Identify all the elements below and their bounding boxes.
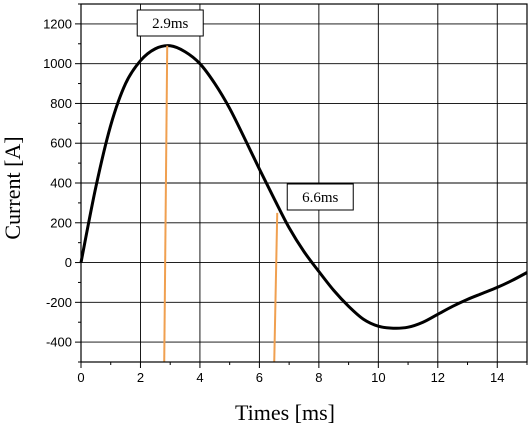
axis-ticks: 0 2 4 6 8 10 12 14 -400 -200 0 200 400 600 800 1000 1200 [43, 3, 528, 385]
marker-line [273, 212, 279, 363]
series-layer [79, 44, 528, 330]
x-tick-label: 10 [371, 370, 385, 385]
grid [81, 4, 527, 362]
marker-label: 2.9ms [152, 16, 188, 32]
y-tick-label: 0 [65, 255, 72, 270]
marker-label-box [136, 9, 204, 37]
marker-label-box [286, 183, 354, 211]
x-tick-label: 0 [77, 370, 84, 385]
marker-line [163, 45, 169, 363]
y-tick-label: -200 [46, 295, 72, 310]
x-axis-label: Times [ms] [235, 400, 335, 425]
y-tick-label: 1000 [43, 56, 72, 71]
annotations-layer: 2.9ms 6.6ms [136, 9, 354, 363]
y-axis-label: Current [A] [0, 136, 25, 239]
y-tick-label: -400 [46, 335, 72, 350]
x-tick-label: 14 [490, 370, 504, 385]
y-tick-label: 400 [50, 176, 72, 191]
plot-frame [80, 3, 528, 363]
y-tick-label: 800 [50, 96, 72, 111]
current-curve [79, 44, 528, 330]
y-tick-label: 200 [50, 215, 72, 230]
x-tick-label: 2 [137, 370, 144, 385]
x-tick-label: 6 [256, 370, 263, 385]
x-tick-label: 12 [431, 370, 445, 385]
marker-label: 6.6ms [302, 190, 338, 206]
y-tick-label: 600 [50, 136, 72, 151]
x-tick-label: 8 [315, 370, 322, 385]
y-tick-label: 1200 [43, 16, 72, 31]
x-tick-label: 4 [196, 370, 203, 385]
